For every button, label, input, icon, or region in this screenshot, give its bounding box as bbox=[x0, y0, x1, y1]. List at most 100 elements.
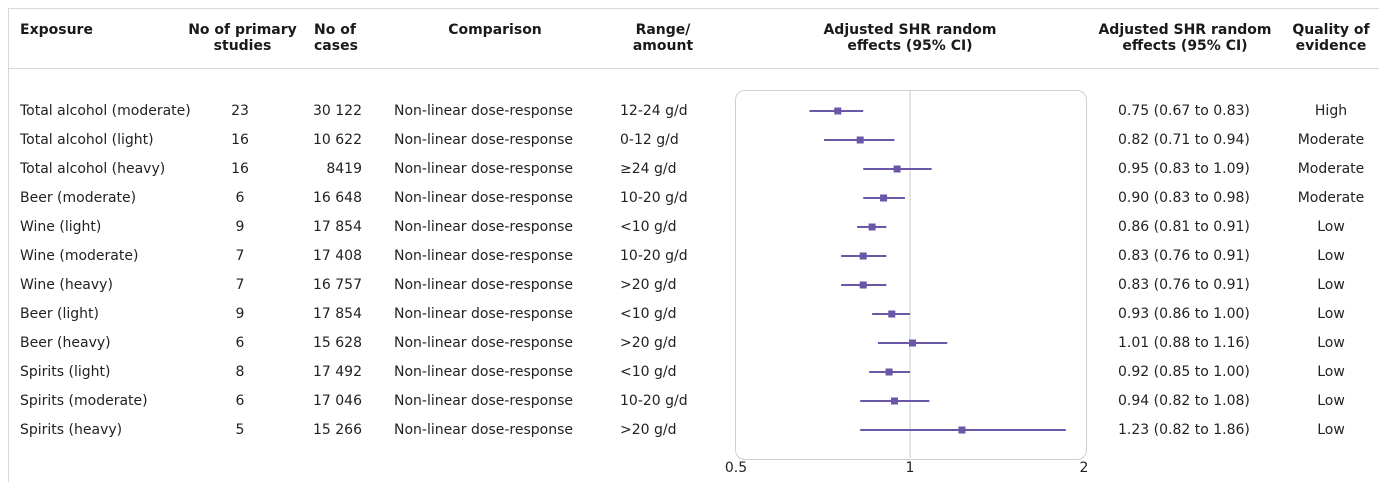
header-exposure: Exposure bbox=[20, 22, 93, 38]
forest-row-3 bbox=[863, 165, 932, 173]
cell-estimate: 0.86 (0.81 to 0.91) bbox=[1118, 219, 1250, 235]
cell-quality: Low bbox=[1317, 364, 1345, 380]
cell-range: 12-24 g/d bbox=[620, 103, 688, 119]
point-estimate-marker bbox=[859, 281, 867, 289]
cell-estimate: 0.75 (0.67 to 0.83) bbox=[1118, 103, 1250, 119]
cell-primary-studies: 9 bbox=[235, 306, 245, 322]
cell-estimate: 0.82 (0.71 to 0.94) bbox=[1118, 132, 1250, 148]
cell-exposure: Beer (moderate) bbox=[20, 190, 137, 206]
cell-comparison: Non-linear dose-response bbox=[394, 190, 574, 206]
cell-quality: Moderate bbox=[1297, 132, 1365, 148]
point-estimate-marker bbox=[834, 107, 842, 115]
x-tick-2: 2 bbox=[1079, 460, 1089, 476]
cell-range: <10 g/d bbox=[620, 364, 677, 380]
cell-exposure: Wine (moderate) bbox=[20, 248, 139, 264]
cell-range: >20 g/d bbox=[620, 422, 677, 438]
header-quality: Quality of evidence bbox=[1292, 22, 1370, 54]
cell-estimate: 0.83 (0.76 to 0.91) bbox=[1118, 277, 1250, 293]
forest-row-1 bbox=[809, 107, 864, 115]
cell-range: 10-20 g/d bbox=[620, 190, 688, 206]
cell-cases: 17 408 bbox=[313, 248, 362, 264]
cell-comparison: Non-linear dose-response bbox=[394, 248, 574, 264]
header-estimate: Adjusted SHR random effects (95% CI) bbox=[1098, 22, 1272, 54]
forest-row-6 bbox=[841, 252, 887, 260]
point-estimate-marker bbox=[856, 136, 864, 144]
cell-primary-studies: 8 bbox=[235, 364, 245, 380]
cell-estimate: 1.01 (0.88 to 1.16) bbox=[1118, 335, 1250, 351]
cell-primary-studies: 7 bbox=[235, 277, 245, 293]
cell-exposure: Spirits (light) bbox=[20, 364, 111, 380]
cell-estimate: 0.93 (0.86 to 1.00) bbox=[1118, 306, 1250, 322]
forest-row-2 bbox=[824, 136, 895, 144]
cell-comparison: Non-linear dose-response bbox=[394, 132, 574, 148]
cell-cases: 17 046 bbox=[313, 393, 362, 409]
cell-range: >20 g/d bbox=[620, 335, 677, 351]
cell-cases: 17 854 bbox=[313, 219, 362, 235]
forest-row-8 bbox=[872, 310, 910, 318]
cell-exposure: Total alcohol (moderate) bbox=[20, 103, 191, 119]
cell-primary-studies: 16 bbox=[231, 132, 249, 148]
cell-primary-studies: 6 bbox=[235, 335, 245, 351]
cell-primary-studies: 6 bbox=[235, 393, 245, 409]
cell-comparison: Non-linear dose-response bbox=[394, 161, 574, 177]
cell-quality: Low bbox=[1317, 422, 1345, 438]
cell-quality: Low bbox=[1317, 248, 1345, 264]
forest-row-7 bbox=[841, 281, 887, 289]
cell-comparison: Non-linear dose-response bbox=[394, 393, 574, 409]
cell-primary-studies: 16 bbox=[231, 161, 249, 177]
cell-cases: 10 622 bbox=[313, 132, 362, 148]
cell-exposure: Total alcohol (heavy) bbox=[20, 161, 166, 177]
point-estimate-marker bbox=[888, 310, 896, 318]
cell-comparison: Non-linear dose-response bbox=[394, 103, 574, 119]
cell-range: 10-20 g/d bbox=[620, 248, 688, 264]
cell-comparison: Non-linear dose-response bbox=[394, 306, 574, 322]
cell-cases: 17 492 bbox=[313, 364, 362, 380]
cell-exposure: Spirits (heavy) bbox=[20, 422, 123, 438]
header-primary-studies: No of primary studies bbox=[188, 22, 297, 54]
cell-estimate: 0.92 (0.85 to 1.00) bbox=[1118, 364, 1250, 380]
header-range: Range/ amount bbox=[632, 22, 694, 54]
cell-cases: 17 854 bbox=[313, 306, 362, 322]
cell-exposure: Total alcohol (light) bbox=[20, 132, 154, 148]
cell-range: 0-12 g/d bbox=[620, 132, 679, 148]
cell-estimate: 0.83 (0.76 to 0.91) bbox=[1118, 248, 1250, 264]
cell-quality: Low bbox=[1317, 335, 1345, 351]
cell-quality: Moderate bbox=[1297, 161, 1365, 177]
cell-quality: Low bbox=[1317, 219, 1345, 235]
cell-estimate: 1.23 (0.82 to 1.86) bbox=[1118, 422, 1250, 438]
cell-cases: 15 266 bbox=[313, 422, 362, 438]
cell-range: <10 g/d bbox=[620, 306, 677, 322]
point-estimate-marker bbox=[885, 368, 893, 376]
forest-row-10 bbox=[869, 368, 910, 376]
cell-cases: 8419 bbox=[326, 161, 362, 177]
cell-range: 10-20 g/d bbox=[620, 393, 688, 409]
x-tick-1: 1 bbox=[905, 460, 915, 476]
point-estimate-marker bbox=[868, 223, 876, 231]
header-plot: Adjusted SHR random effects (95% CI) bbox=[823, 22, 997, 54]
cell-estimate: 0.95 (0.83 to 1.09) bbox=[1118, 161, 1250, 177]
forest-row-12 bbox=[860, 426, 1066, 434]
cell-primary-studies: 5 bbox=[235, 422, 245, 438]
point-estimate-marker bbox=[890, 397, 898, 405]
point-estimate-marker bbox=[893, 165, 901, 173]
cell-range: <10 g/d bbox=[620, 219, 677, 235]
cell-quality: High bbox=[1314, 103, 1348, 119]
cell-quality: Low bbox=[1317, 306, 1345, 322]
cell-comparison: Non-linear dose-response bbox=[394, 335, 574, 351]
header-cases: No of cases bbox=[314, 22, 358, 54]
point-estimate-marker bbox=[880, 194, 888, 202]
cell-cases: 30 122 bbox=[313, 103, 362, 119]
forest-row-11 bbox=[860, 397, 930, 405]
cell-quality: Low bbox=[1317, 277, 1345, 293]
cell-primary-studies: 9 bbox=[235, 219, 245, 235]
cell-comparison: Non-linear dose-response bbox=[394, 277, 574, 293]
cell-cases: 15 628 bbox=[313, 335, 362, 351]
cell-range: ≥24 g/d bbox=[620, 161, 677, 177]
point-estimate-marker bbox=[908, 339, 916, 347]
cell-exposure: Wine (light) bbox=[20, 219, 102, 235]
cell-primary-studies: 23 bbox=[231, 103, 249, 119]
cell-cases: 16 648 bbox=[313, 190, 362, 206]
cell-comparison: Non-linear dose-response bbox=[394, 364, 574, 380]
forest-row-9 bbox=[877, 339, 948, 347]
